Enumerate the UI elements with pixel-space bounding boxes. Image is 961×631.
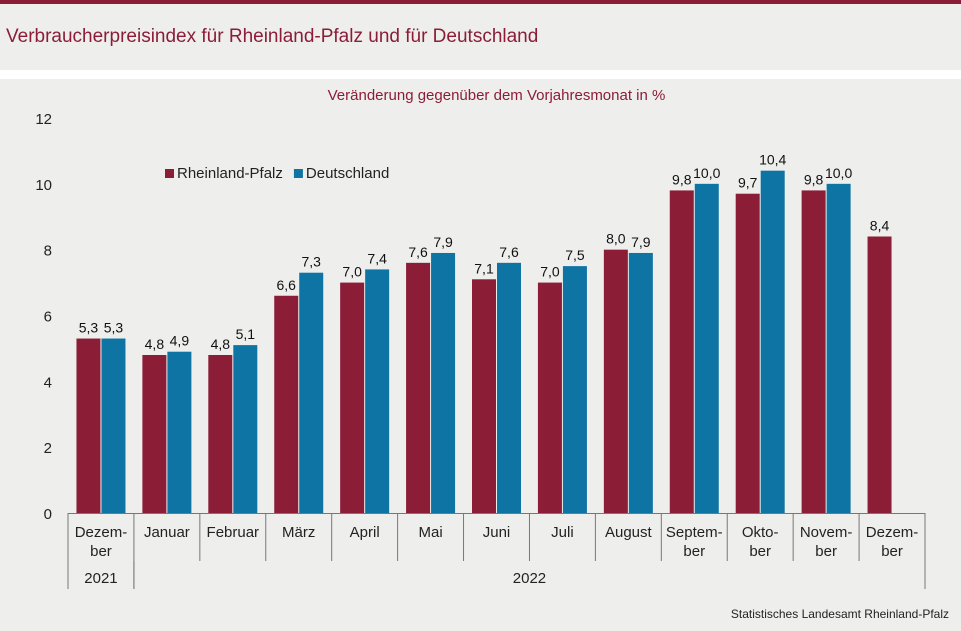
bar <box>365 269 390 513</box>
data-label: 4,8 <box>211 336 231 352</box>
bar <box>497 262 521 513</box>
page-title: Verbraucherpreisindex für Rheinland-Pfal… <box>6 26 539 47</box>
x-tick-label: Januar <box>144 524 190 541</box>
x-tick-label: April <box>350 524 380 541</box>
x-tick-label: Novem- <box>800 524 853 541</box>
y-tick-label: 6 <box>44 309 52 326</box>
bar <box>340 282 365 513</box>
x-tick-label: ber <box>749 543 771 560</box>
bar <box>431 252 456 514</box>
y-tick-label: 4 <box>44 374 52 391</box>
bar <box>406 262 431 513</box>
data-label: 5,3 <box>79 320 99 336</box>
bar <box>562 266 587 513</box>
x-tick-label: Okto- <box>742 524 779 541</box>
y-tick-label: 2 <box>44 440 52 457</box>
bar <box>274 295 299 513</box>
data-label: 6,6 <box>276 277 296 293</box>
bar <box>694 183 719 513</box>
bar <box>867 236 892 513</box>
header: Verbraucherpreisindex für Rheinland-Pfal… <box>0 4 961 70</box>
data-label: 7,1 <box>474 260 494 276</box>
data-label: 7,0 <box>342 264 362 280</box>
data-label: 7,6 <box>408 244 428 260</box>
data-label: 8,4 <box>870 218 890 234</box>
chart-subtitle: Veränderung gegenüber dem Vorjahresmonat… <box>328 87 666 104</box>
legend-label: Rheinland-Pfalz <box>177 165 283 182</box>
x-tick-label: März <box>282 524 315 541</box>
year-label: 2021 <box>84 570 117 587</box>
data-label: 10,4 <box>759 152 786 168</box>
bar <box>628 252 653 514</box>
bar <box>801 190 826 513</box>
x-tick-label: Juli <box>551 524 574 541</box>
x-tick-label: ber <box>90 543 112 560</box>
data-label: 7,6 <box>499 244 519 260</box>
source-note: Statistisches Landesamt Rheinland-Pfalz <box>730 607 949 621</box>
bar <box>537 282 562 513</box>
data-label: 7,0 <box>540 264 560 280</box>
data-label: 9,8 <box>804 171 824 187</box>
data-label: 7,3 <box>301 254 321 270</box>
y-tick-label: 8 <box>44 243 52 260</box>
x-tick-label: Septem- <box>666 524 723 541</box>
y-tick-label: 0 <box>44 506 52 523</box>
bar <box>760 170 785 513</box>
bar <box>167 351 192 513</box>
y-tick-label: 10 <box>35 177 52 194</box>
data-label: 9,7 <box>738 175 758 191</box>
x-tick-label: Dezem- <box>75 524 128 541</box>
data-label: 7,9 <box>433 234 453 250</box>
bar <box>603 249 628 513</box>
data-label: 10,0 <box>693 165 720 181</box>
bar <box>472 279 496 513</box>
data-label: 7,5 <box>565 247 585 263</box>
bar-chart: Veränderung gegenüber dem Vorjahresmonat… <box>35 87 926 589</box>
bar <box>76 338 101 513</box>
bar <box>142 355 167 513</box>
x-tick-label: Juni <box>483 524 511 541</box>
bar <box>826 183 851 513</box>
legend-label: Deutschland <box>306 165 389 182</box>
data-label: 7,4 <box>367 250 387 266</box>
legend-swatch <box>165 169 174 178</box>
bar <box>233 345 258 513</box>
bar <box>208 355 233 513</box>
data-label: 7,9 <box>631 234 651 250</box>
legend-swatch <box>293 169 303 178</box>
data-label: 5,1 <box>236 326 256 342</box>
data-label: 8,0 <box>606 231 626 247</box>
bar <box>101 338 126 513</box>
x-tick-label: August <box>605 524 653 541</box>
bar <box>735 193 760 513</box>
x-tick-label: Dezem- <box>866 524 919 541</box>
x-tick-label: ber <box>683 543 705 560</box>
bar <box>669 190 694 513</box>
data-label: 4,8 <box>145 336 165 352</box>
data-label: 9,8 <box>672 171 692 187</box>
x-tick-label: Mai <box>418 524 442 541</box>
top-accent-bar <box>0 0 961 4</box>
data-label: 5,3 <box>104 320 124 336</box>
bar <box>299 272 324 513</box>
x-tick-label: ber <box>815 543 837 560</box>
data-label: 10,0 <box>825 165 852 181</box>
x-tick-label: Februar <box>207 524 260 541</box>
y-tick-label: 12 <box>35 111 52 128</box>
x-tick-label: ber <box>881 543 903 560</box>
chart-panel: Veränderung gegenüber dem Vorjahresmonat… <box>0 79 961 631</box>
year-label: 2022 <box>513 570 546 587</box>
data-label: 4,9 <box>170 333 190 349</box>
